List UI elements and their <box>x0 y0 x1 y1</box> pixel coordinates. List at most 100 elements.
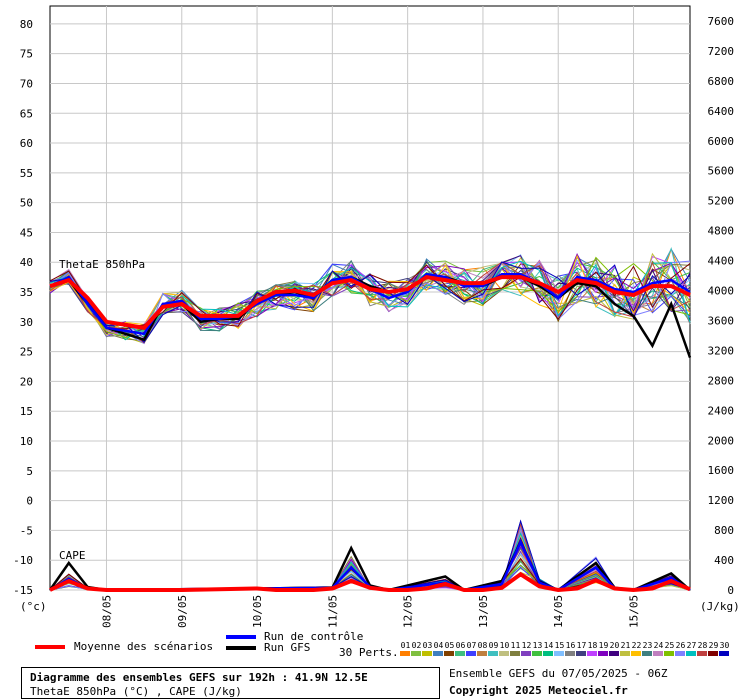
swatch-color <box>598 651 608 656</box>
swatch-color <box>697 651 707 656</box>
swatch-color <box>642 651 652 656</box>
right-tick-label: 5200 <box>708 195 735 208</box>
swatch-color <box>433 651 443 656</box>
swatch-number: 07 <box>466 641 477 650</box>
x-tick-label: 09/05 <box>176 595 189 628</box>
swatch-color <box>444 651 454 656</box>
right-tick-label: 7600 <box>708 15 735 28</box>
left-tick-label: 10 <box>20 435 33 448</box>
swatch-number: 08 <box>477 641 488 650</box>
right-tick-label: 3600 <box>708 314 735 327</box>
right-tick-label: 0 <box>727 584 734 597</box>
perts-legend-label: 30 Perts. <box>339 646 399 659</box>
left-tick-label: 65 <box>20 107 33 120</box>
swatch-number: 15 <box>554 641 565 650</box>
swatch-color <box>664 651 674 656</box>
right-tick-label: 2800 <box>708 374 735 387</box>
left-tick-label: 0 <box>26 495 33 508</box>
left-tick-label: 80 <box>20 18 33 31</box>
right-tick-label: 7200 <box>708 45 735 58</box>
cape-annotation: CAPE <box>59 549 86 562</box>
swatch-number: 22 <box>631 641 642 650</box>
mean-legend-label: Moyenne des scénarios <box>74 640 214 653</box>
right-tick-label: 6400 <box>708 105 735 118</box>
left-tick-label: 35 <box>20 286 33 299</box>
swatch-color <box>521 651 531 656</box>
left-tick-label: 70 <box>20 77 33 90</box>
right-tick-label: 6800 <box>708 75 735 88</box>
thetae-line-moyenne-des-sc-narios <box>49 275 691 330</box>
swatch-number: 06 <box>455 641 466 650</box>
left-tick-label: 20 <box>20 375 33 388</box>
left-tick-label: 75 <box>20 48 33 61</box>
swatch-number: 05 <box>444 641 455 650</box>
swatch-number: 09 <box>488 641 499 650</box>
swatch-number: 21 <box>620 641 631 650</box>
swatch-number: 19 <box>598 641 609 650</box>
right-tick-label: 4000 <box>708 285 735 298</box>
swatch-color <box>686 651 696 656</box>
main-series <box>48 272 692 593</box>
right-tick-label: 2000 <box>708 434 735 447</box>
swatch-number: 18 <box>587 641 598 650</box>
swatch-number: 12 <box>521 641 532 650</box>
swatch-number: 16 <box>565 641 576 650</box>
x-tick-label: 13/05 <box>477 595 490 628</box>
info-box: Diagramme des ensembles GEFS sur 192h : … <box>21 667 440 699</box>
right-tick-label: 2400 <box>708 404 735 417</box>
control-legend-swatch <box>226 635 256 639</box>
control-legend-label: Run de contrôle <box>264 630 364 643</box>
cape-line-moyenne-des-sc-narios <box>49 571 691 593</box>
swatch-color <box>422 651 432 656</box>
right-tick-label: 5600 <box>708 165 735 178</box>
left-tick-label: 30 <box>20 316 33 329</box>
right-tick-label: 800 <box>714 524 734 537</box>
swatch-color <box>543 651 553 656</box>
info-title: Diagramme des ensembles GEFS sur 192h : … <box>30 671 368 684</box>
swatch-number: 29 <box>708 641 719 650</box>
x-tick-label: 11/05 <box>326 595 339 628</box>
left-tick-label: 5 <box>26 465 33 478</box>
swatch-color <box>719 651 729 656</box>
left-tick-label: 60 <box>20 137 33 150</box>
left-axis-unit: (°c) <box>20 600 47 613</box>
swatch-color <box>477 651 487 656</box>
ensemble-run-label: Ensemble GEFS du 07/05/2025 - 06Z <box>449 667 668 680</box>
swatch-number: 23 <box>642 641 653 650</box>
gfs-legend-swatch <box>226 646 256 650</box>
swatch-color <box>587 651 597 656</box>
right-axis-unit: (J/kg) <box>700 600 740 613</box>
swatch-number: 30 <box>719 641 730 650</box>
chart-grid <box>49 5 691 591</box>
swatch-number: 27 <box>686 641 697 650</box>
mean-legend-swatch <box>35 645 65 649</box>
pert-thetae-line <box>49 261 691 343</box>
x-tick-label: 10/05 <box>251 595 264 628</box>
right-tick-label: 400 <box>714 554 734 567</box>
swatch-number: 26 <box>675 641 686 650</box>
pert-thetae-line <box>49 254 691 333</box>
right-tick-label: 1600 <box>708 464 735 477</box>
right-tick-label: 4800 <box>708 225 735 238</box>
swatch-color <box>510 651 520 656</box>
swatch-number: 11 <box>510 641 521 650</box>
swatch-number: 10 <box>499 641 510 650</box>
swatch-color <box>554 651 564 656</box>
left-tick-label: 45 <box>20 226 33 239</box>
swatch-number: 01 <box>400 641 411 650</box>
swatch-number: 03 <box>422 641 433 650</box>
copyright-label: Copyright 2025 Meteociel.fr <box>449 684 628 697</box>
thetae-annotation: ThetaE 850hPa <box>59 258 145 271</box>
swatch-number: 14 <box>543 641 554 650</box>
left-tick-label: 15 <box>20 405 33 418</box>
left-tick-label: -5 <box>20 524 33 537</box>
swatch-number: 02 <box>411 641 422 650</box>
swatch-color <box>411 651 421 656</box>
x-tick-label: 14/05 <box>552 595 565 628</box>
right-tick-label: 1200 <box>708 494 735 507</box>
left-tick-label: -10 <box>13 554 33 567</box>
swatch-color <box>400 651 410 656</box>
left-tick-label: 25 <box>20 346 33 359</box>
right-tick-label: 6000 <box>708 135 735 148</box>
